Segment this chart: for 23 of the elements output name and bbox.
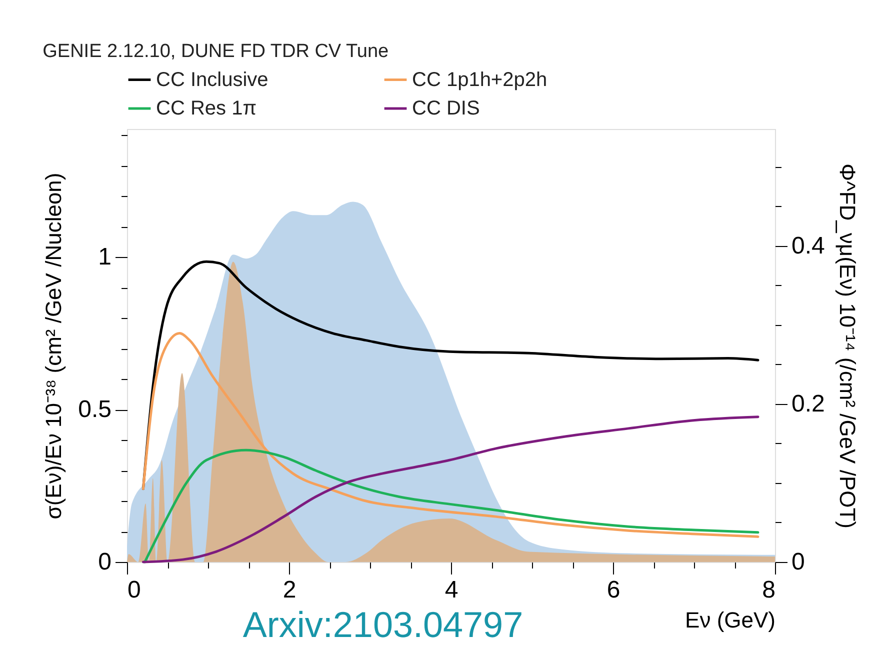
x-tick-label: 0 xyxy=(128,576,141,604)
x-tick-label: 8 xyxy=(762,576,776,604)
legend-label: CC 1p1h+2p2h xyxy=(412,68,548,91)
line-series xyxy=(142,416,760,564)
y-axis-title: σ(Eν)/Eν 10⁻³⁸ (cm² /GeV /Nucleon) xyxy=(41,172,66,520)
text: Arxiv:2103.04797 xyxy=(242,604,524,645)
y-tick-label: 0 xyxy=(98,548,112,576)
y-tick-label: 1 xyxy=(98,244,112,271)
x-tick-label: 6 xyxy=(606,576,620,604)
legend-label: CC Inclusive xyxy=(156,68,268,91)
line-series xyxy=(142,332,760,538)
y2-axis-title: Φ^FD_νμ(Eν) 10⁻¹⁴ (/cm² /GeV /POT) xyxy=(834,163,860,529)
legend-label: CC DIS xyxy=(412,98,480,120)
x-axis-title: Eν (GeV) xyxy=(685,608,776,632)
x-tick-label: 4 xyxy=(444,576,458,604)
y2-tick-label: 0 xyxy=(792,548,805,576)
legend-label: CC Res 1π xyxy=(156,98,256,120)
chart-title: GENIE 2.12.10, DUNE FD TDR CV Tune xyxy=(42,41,389,62)
y2-tick-label: 0.4 xyxy=(792,232,825,260)
line-series xyxy=(144,448,760,564)
y-tick-label: 0.5 xyxy=(78,396,112,424)
x-tick-label: 2 xyxy=(282,576,296,604)
y2-tick-label: 0.2 xyxy=(792,390,825,418)
